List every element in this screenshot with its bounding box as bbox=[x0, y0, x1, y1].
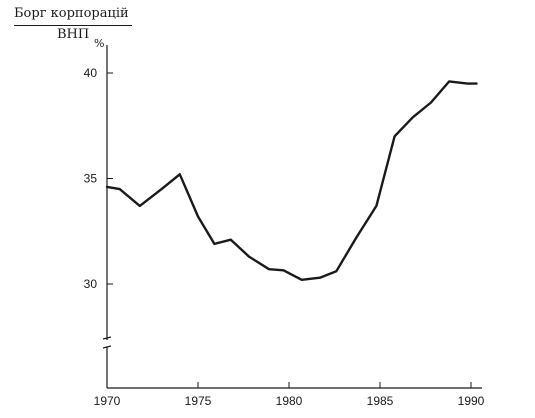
x-tick-label: 1980 bbox=[276, 394, 303, 408]
x-tick-label: 1975 bbox=[185, 394, 212, 408]
x-tick-label: 1990 bbox=[458, 394, 485, 408]
y-axis-label-denominator: ВНП bbox=[57, 27, 90, 42]
y-tick-label: 35 bbox=[84, 172, 98, 186]
x-tick-label: 1985 bbox=[367, 394, 394, 408]
chart-ticks bbox=[106, 72, 472, 388]
axis-break-mark bbox=[102, 345, 112, 349]
x-tick-label: 1970 bbox=[94, 394, 121, 408]
chart-axes bbox=[102, 45, 482, 389]
chart-series bbox=[105, 80, 478, 281]
axis-break-mark bbox=[102, 336, 112, 340]
chart-tick-labels: 1970 1975 1980 1985 1990 30 35 40 bbox=[84, 66, 485, 408]
y-axis-label-fraction-line bbox=[14, 25, 132, 26]
series-line bbox=[105, 80, 478, 281]
y-axis-label-numerator: Борг корпорацій bbox=[14, 6, 129, 21]
y-tick-label: 30 bbox=[84, 277, 98, 291]
y-axis-unit: % bbox=[94, 37, 105, 50]
y-tick-label: 40 bbox=[84, 66, 98, 80]
